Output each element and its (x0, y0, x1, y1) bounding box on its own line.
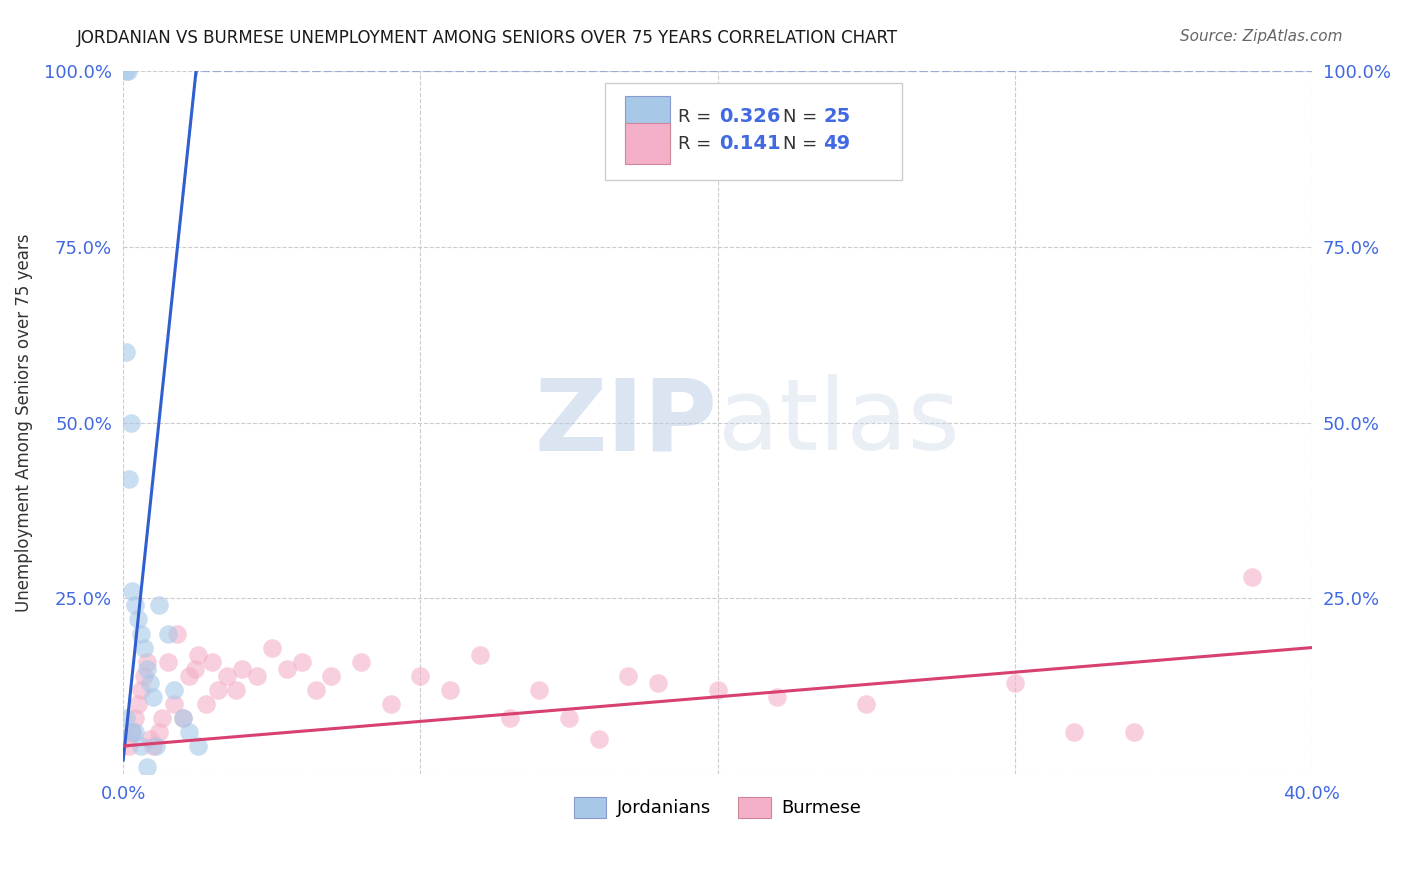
Point (617, 669, 640, 683)
Point (156, 626, 179, 640)
Point (115, 64, 138, 78)
Text: 25: 25 (824, 107, 851, 126)
Point (1122, 725, 1144, 739)
FancyBboxPatch shape (624, 96, 671, 137)
Text: R =: R = (678, 108, 717, 126)
Point (350, 655, 373, 669)
Point (529, 682, 551, 697)
Text: R =: R = (678, 135, 717, 153)
Point (558, 711, 581, 725)
Point (1241, 570, 1264, 584)
Text: 0.141: 0.141 (718, 134, 780, 153)
Point (321, 669, 343, 683)
Point (156, 655, 179, 669)
Point (120, 416, 142, 430)
Point (766, 690, 789, 704)
Point (246, 669, 269, 683)
Point (163, 682, 186, 697)
Point (166, 626, 188, 640)
Point (118, 739, 141, 753)
Point (305, 682, 328, 697)
FancyBboxPatch shape (605, 83, 901, 180)
Legend: Jordanians, Burmese: Jordanians, Burmese (567, 789, 869, 825)
Point (121, 725, 143, 739)
Point (139, 731, 162, 746)
Point (115, 731, 138, 746)
Point (121, 584, 143, 599)
Point (117, 64, 139, 78)
Point (1063, 725, 1085, 739)
Point (231, 662, 253, 676)
Point (127, 697, 149, 711)
Point (115, 345, 138, 359)
Point (186, 648, 208, 662)
Point (124, 599, 146, 613)
Point (132, 640, 155, 655)
Text: ZIP: ZIP (534, 374, 717, 471)
Text: N =: N = (783, 135, 823, 153)
Point (290, 655, 312, 669)
FancyBboxPatch shape (624, 123, 671, 164)
Point (139, 675, 162, 690)
Point (121, 725, 143, 739)
Point (380, 697, 402, 711)
Point (150, 711, 173, 725)
Point (115, 711, 138, 725)
Point (129, 739, 152, 753)
Text: N =: N = (783, 108, 823, 126)
Text: 49: 49 (824, 134, 851, 153)
Point (195, 697, 218, 711)
Point (207, 682, 229, 697)
Point (225, 682, 247, 697)
Point (148, 725, 170, 739)
Point (706, 682, 728, 697)
Point (1004, 675, 1026, 690)
Point (136, 662, 159, 676)
Text: Source: ZipAtlas.com: Source: ZipAtlas.com (1180, 29, 1343, 44)
Point (177, 725, 200, 739)
Point (201, 655, 224, 669)
Point (276, 662, 298, 676)
Point (183, 662, 205, 676)
Point (132, 669, 155, 683)
Point (172, 711, 194, 725)
Point (136, 655, 159, 669)
Point (468, 648, 491, 662)
Point (177, 669, 200, 683)
Point (124, 711, 146, 725)
Point (127, 612, 149, 626)
Point (172, 711, 194, 725)
Point (136, 760, 159, 774)
Point (163, 697, 186, 711)
Point (498, 711, 520, 725)
Point (148, 599, 170, 613)
Point (217, 669, 239, 683)
Point (129, 626, 152, 640)
Point (588, 731, 610, 746)
Point (142, 690, 165, 704)
Point (145, 739, 167, 753)
Text: 0.326: 0.326 (718, 107, 780, 126)
Point (409, 669, 432, 683)
Y-axis label: Unemployment Among Seniors over 75 years: Unemployment Among Seniors over 75 years (15, 234, 32, 612)
Point (855, 697, 877, 711)
Text: atlas: atlas (717, 374, 959, 471)
Point (439, 682, 461, 697)
Text: JORDANIAN VS BURMESE UNEMPLOYMENT AMONG SENIORS OVER 75 YEARS CORRELATION CHART: JORDANIAN VS BURMESE UNEMPLOYMENT AMONG … (77, 29, 898, 46)
Point (129, 682, 152, 697)
Point (647, 675, 669, 690)
Point (260, 640, 283, 655)
Point (186, 739, 208, 753)
Point (124, 725, 146, 739)
Point (118, 472, 141, 486)
Point (142, 739, 165, 753)
